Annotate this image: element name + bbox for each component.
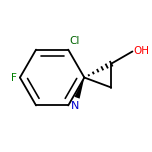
Polygon shape [74, 78, 84, 99]
Text: OH: OH [133, 47, 149, 56]
Text: N: N [71, 101, 79, 111]
Text: Cl: Cl [69, 36, 79, 46]
Text: F: F [11, 73, 17, 83]
